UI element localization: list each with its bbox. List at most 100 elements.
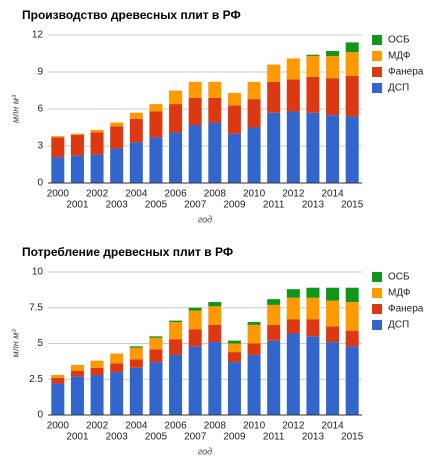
- bar-segment: [227, 340, 241, 344]
- x-axis-label: год: [198, 214, 212, 224]
- x-tick-label: 2006: [164, 189, 187, 200]
- bar-segment: [326, 326, 340, 343]
- x-tick-label: 2005: [145, 200, 168, 211]
- legend-label: ОСБ: [388, 35, 410, 46]
- bar-segment: [110, 353, 124, 364]
- bar-segment: [149, 336, 163, 338]
- bar-segment: [169, 132, 183, 183]
- bar-segment: [110, 372, 124, 415]
- bar-segment: [129, 367, 143, 415]
- bar-segment: [70, 376, 84, 415]
- legend-label: МДФ: [388, 288, 411, 299]
- bar-segment: [70, 155, 84, 183]
- legend-swatch: [372, 35, 382, 45]
- bar-segment: [208, 342, 222, 415]
- x-tick-label: 2012: [282, 421, 305, 432]
- bar-segment: [326, 342, 340, 415]
- bar-segment: [345, 42, 359, 53]
- bar-segment: [227, 133, 241, 183]
- x-tick-label: 2013: [302, 200, 325, 211]
- legend-swatch: [372, 304, 382, 314]
- bar-segment: [149, 349, 163, 363]
- bar-segment: [345, 302, 359, 331]
- x-tick-label: 2001: [66, 200, 89, 211]
- bar-segment: [247, 343, 261, 355]
- bar-segment: [51, 157, 65, 183]
- bar-segment: [267, 112, 281, 183]
- bar-segment: [247, 99, 261, 128]
- y-tick-label: 5: [37, 338, 43, 349]
- y-tick-label: 2.5: [29, 374, 43, 385]
- bar-segment: [51, 377, 65, 384]
- x-tick-label: 2006: [164, 421, 187, 432]
- bar-segment: [306, 287, 320, 298]
- bar-segment: [90, 132, 104, 155]
- bar-segment: [345, 52, 359, 76]
- bar-segment: [188, 81, 202, 98]
- y-tick-label: 9: [37, 67, 43, 78]
- bar-segment: [326, 78, 340, 116]
- x-tick-label: 2009: [223, 432, 246, 443]
- legend-label: Фанера: [388, 304, 424, 315]
- bar-segment: [169, 322, 183, 340]
- bar-segment: [129, 112, 143, 119]
- bar-segment: [326, 287, 340, 301]
- bar-segment: [149, 337, 163, 350]
- legend-swatch: [372, 272, 382, 282]
- bar-segment: [129, 346, 143, 348]
- legend-swatch: [372, 83, 382, 93]
- bar-segment: [306, 297, 320, 320]
- bar-segment: [267, 64, 281, 82]
- bar-segment: [247, 127, 261, 183]
- bar-segment: [227, 343, 241, 353]
- y-tick-label: 7.5: [29, 302, 43, 313]
- bar-segment: [247, 322, 261, 325]
- legend-swatch: [372, 67, 382, 77]
- x-tick-label: 2004: [125, 421, 148, 432]
- y-axis-label: млн м³: [10, 329, 20, 358]
- bar-segment: [267, 81, 281, 113]
- bar-segment: [267, 299, 281, 305]
- bar-segment: [208, 81, 222, 98]
- chart-title: Производство древесных плит в РФ: [22, 8, 241, 22]
- bar-segment: [345, 116, 359, 183]
- bar-segment: [70, 134, 84, 156]
- x-tick-label: 2011: [263, 200, 285, 211]
- legend-label: ДСП: [388, 320, 409, 331]
- bar-segment: [149, 137, 163, 183]
- legend-label: ОСБ: [388, 272, 410, 283]
- y-tick-label: 6: [37, 104, 43, 115]
- legend-swatch: [372, 320, 382, 330]
- bar-segment: [208, 122, 222, 183]
- y-axis-label: млн м³: [10, 94, 20, 123]
- bar-segment: [110, 122, 124, 127]
- bar-segment: [247, 81, 261, 100]
- bar-segment: [345, 346, 359, 415]
- bar-segment: [169, 339, 183, 355]
- bar-segment: [188, 97, 202, 126]
- y-tick-label: 10: [32, 267, 44, 278]
- bar-segment: [267, 324, 281, 341]
- bar-segment: [306, 76, 320, 113]
- chart-title: Потребление древесных плит в РФ: [22, 245, 233, 259]
- bar-segment: [326, 300, 340, 327]
- bar-segment: [345, 75, 359, 117]
- bar-segment: [70, 370, 84, 377]
- y-tick-label: 3: [37, 141, 43, 152]
- bar-segment: [129, 347, 143, 360]
- bar-segment: [70, 364, 84, 371]
- bar-segment: [90, 154, 104, 183]
- bar-segment: [90, 129, 104, 133]
- x-tick-label: 2010: [243, 189, 266, 200]
- bar-segment: [110, 148, 124, 183]
- bar-segment: [169, 320, 183, 323]
- bar-segment: [129, 359, 143, 368]
- bar-segment: [306, 112, 320, 183]
- bar-segment: [188, 329, 202, 347]
- bar-segment: [345, 330, 359, 347]
- x-tick-label: 2002: [86, 421, 109, 432]
- bar-segment: [90, 367, 104, 375]
- bar-segment: [286, 58, 300, 80]
